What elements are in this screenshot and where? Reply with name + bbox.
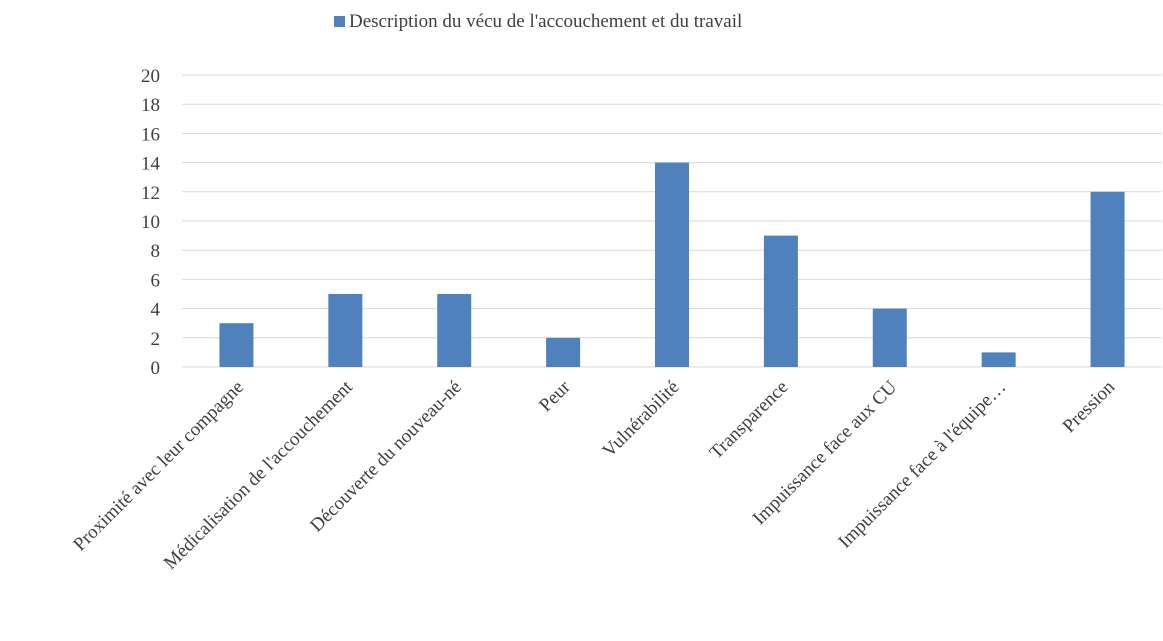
bar bbox=[437, 294, 472, 367]
y-tick-label: 0 bbox=[151, 358, 161, 379]
y-tick-label: 18 bbox=[141, 95, 160, 116]
bar bbox=[328, 294, 363, 367]
x-tick-label: Médicalisation de l'accouchement bbox=[160, 376, 358, 574]
bar bbox=[981, 352, 1016, 367]
bar bbox=[763, 235, 798, 367]
y-tick-label: 4 bbox=[151, 300, 161, 321]
bar bbox=[655, 162, 689, 367]
bar bbox=[872, 308, 907, 367]
y-tick-label: 14 bbox=[141, 154, 161, 175]
x-tick-label: Transparence bbox=[706, 377, 793, 464]
y-tick-label: 8 bbox=[151, 241, 161, 262]
legend-swatch bbox=[334, 16, 345, 27]
x-tick-label: Vulnérabilité bbox=[599, 377, 684, 462]
legend-label: Description du vécu de l'accouchement et… bbox=[349, 11, 742, 32]
bar bbox=[546, 337, 581, 367]
x-tick-label: Pression bbox=[1059, 376, 1120, 437]
y-tick-label: 2 bbox=[151, 329, 161, 350]
y-tick-label: 6 bbox=[151, 270, 161, 291]
y-tick-label: 16 bbox=[141, 124, 160, 145]
y-tick-label: 12 bbox=[141, 183, 160, 204]
y-tick-label: 20 bbox=[141, 66, 160, 87]
bar bbox=[1090, 191, 1125, 367]
bar bbox=[219, 323, 254, 367]
x-tick-label: Peur bbox=[535, 376, 575, 416]
y-tick-label: 10 bbox=[141, 212, 160, 233]
x-tick-label: Proximité avec leur compagne bbox=[69, 377, 248, 556]
